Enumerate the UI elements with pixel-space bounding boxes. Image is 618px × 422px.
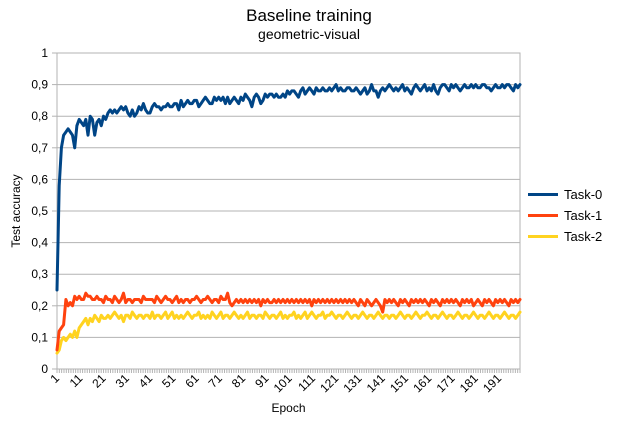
x-tick-label: 111 — [295, 371, 318, 394]
y-tick-label: 0,1 — [31, 330, 48, 344]
y-tick-label: 0,7 — [31, 141, 48, 155]
chart-subtitle: geometric-visual — [258, 26, 360, 42]
legend-label-task-1: Task-1 — [564, 208, 603, 223]
x-tick-label: 91 — [252, 371, 272, 391]
legend: Task-0 Task-1 Task-2 — [528, 184, 602, 247]
x-tick-label: 41 — [136, 371, 156, 391]
series-line-task-1 — [55, 291, 522, 352]
x-tick-label: 51 — [159, 371, 179, 391]
x-tick-label: 11 — [67, 371, 86, 390]
legend-swatch-task-1 — [528, 214, 558, 217]
y-tick-label: 1 — [41, 46, 48, 60]
x-tick-label: 71 — [206, 371, 226, 391]
x-tick-label: 151 — [387, 371, 411, 395]
x-tick-label: 191 — [480, 371, 504, 395]
x-tick-label: 31 — [113, 371, 133, 391]
x-tick-label: 141 — [364, 371, 388, 395]
y-tick-label: 0,2 — [31, 299, 48, 313]
legend-swatch-task-2 — [528, 235, 558, 238]
x-tick-label: 1 — [47, 371, 62, 386]
y-tick-label: 0,4 — [31, 236, 48, 250]
x-tick-label: 61 — [182, 371, 202, 391]
x-tick-label: 121 — [317, 371, 341, 395]
legend-label-task-2: Task-2 — [564, 229, 603, 244]
x-tick-label: 101 — [271, 371, 295, 395]
x-tick-label: 81 — [229, 371, 249, 391]
y-tick-label: 0 — [41, 362, 48, 376]
chart-title: Baseline training — [246, 6, 372, 25]
y-tick-label: 0,6 — [31, 172, 48, 186]
y-tick-label: 0,3 — [31, 267, 48, 281]
y-tick-label: 0,9 — [31, 78, 48, 92]
legend-label-task-0: Task-0 — [564, 187, 603, 202]
legend-item-task-1: Task-1 — [528, 205, 602, 226]
y-tick-label: 0,8 — [31, 109, 48, 123]
x-axis-label: Epoch — [271, 401, 305, 415]
y-tick-label: 0,5 — [31, 204, 48, 218]
x-tick-label: 161 — [410, 371, 434, 395]
series-line-task-2 — [55, 310, 522, 355]
series-line-task-0 — [55, 83, 522, 292]
legend-item-task-0: Task-0 — [528, 184, 602, 205]
legend-swatch-task-0 — [528, 193, 558, 196]
x-tick-label: 181 — [457, 371, 481, 395]
x-tick-label: 21 — [89, 371, 109, 391]
x-tick-label: 131 — [341, 371, 365, 395]
legend-item-task-2: Task-2 — [528, 226, 602, 247]
y-axis-label: Test accuracy — [9, 174, 23, 247]
x-tick-label: 171 — [434, 371, 458, 395]
